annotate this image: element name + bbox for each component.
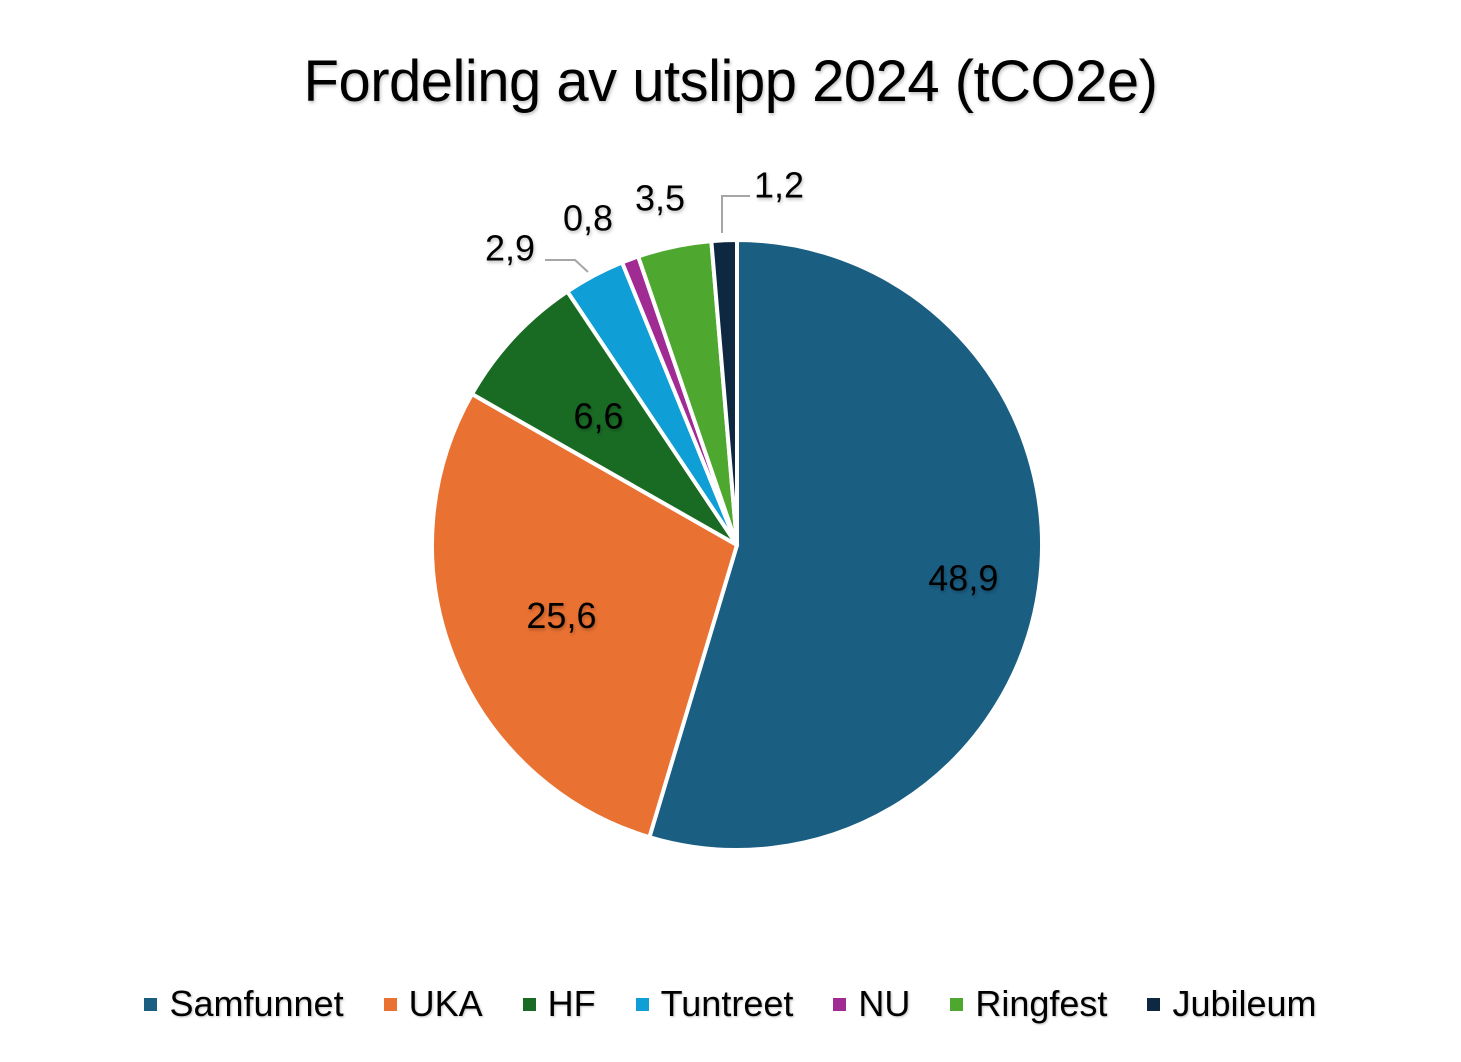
chart-legend: Samfunnet UKA HF Tuntreet NU Ringfest Jubileum [0, 980, 1461, 1028]
data-label-tuntreet: 2,9 [485, 228, 535, 269]
legend-label: Jubileum [1172, 983, 1317, 1024]
slice-hf [469, 289, 739, 547]
legend-label: UKA [408, 983, 483, 1024]
legend-swatch [383, 997, 397, 1011]
legend-label: NU [858, 983, 911, 1024]
slice-samfunnet [647, 238, 1044, 852]
legend-swatch [1147, 997, 1161, 1011]
data-label-nu: 0,8 [563, 198, 613, 239]
chart-title: Fordeling av utslipp 2024 (tCO2e) [303, 49, 1158, 114]
pie-slices [430, 238, 1044, 852]
leader-line-jubileum [721, 195, 750, 233]
legend-swatch [833, 997, 847, 1011]
legend-label: HF [547, 983, 596, 1024]
legend-item-uka: UKA [383, 983, 483, 1025]
data-labels: 48,9 25,6 6,6 2,9 0,8 3,5 1,2 [485, 165, 998, 636]
legend-swatch [144, 997, 158, 1011]
slice-jubileum [709, 238, 739, 547]
legend-item-ringfest: Ringfest [950, 983, 1107, 1025]
legend-item-nu: NU [833, 983, 910, 1025]
data-label-hf: 6,6 [574, 396, 624, 437]
legend-swatch [950, 997, 964, 1011]
data-label-samfunnet: 48,9 [928, 558, 998, 599]
legend-label: Samfunnet [169, 983, 344, 1024]
leader-lines [545, 195, 750, 273]
legend-item-tuntreet: Tuntreet [635, 983, 794, 1025]
legend-label: Ringfest [975, 983, 1108, 1024]
legend-item-samfunnet: Samfunnet [144, 983, 344, 1025]
legend-swatch [635, 997, 649, 1011]
legend-item-hf: HF [522, 983, 596, 1025]
legend-label: Tuntreet [660, 983, 794, 1024]
data-label-uka: 25,6 [526, 595, 596, 636]
slice-uka [430, 392, 739, 840]
legend-swatch [522, 997, 536, 1011]
data-label-ringfest: 3,5 [635, 178, 685, 219]
legend-item-jubileum: Jubileum [1147, 983, 1317, 1025]
leader-line-tuntreet [545, 259, 589, 273]
data-label-jubileum: 1,2 [754, 165, 804, 206]
